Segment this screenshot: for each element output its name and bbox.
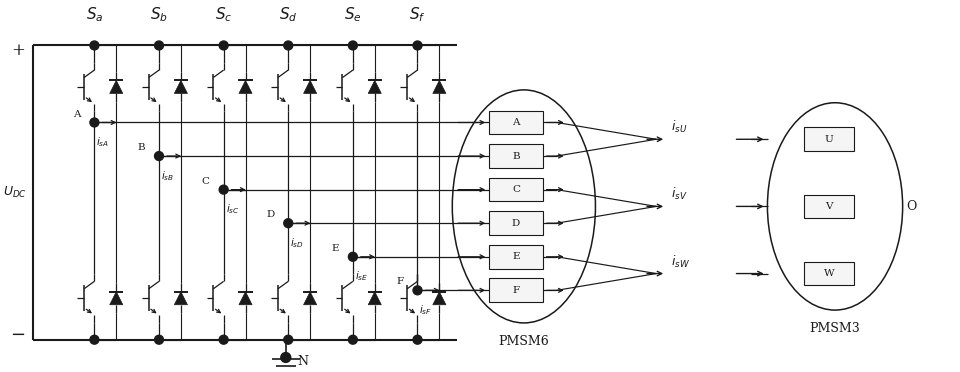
Polygon shape — [369, 80, 381, 93]
Text: D: D — [266, 210, 275, 219]
Polygon shape — [433, 80, 446, 93]
Text: $U_{DC}$: $U_{DC}$ — [3, 185, 27, 200]
Text: C: C — [512, 185, 520, 194]
Text: $S_c$: $S_c$ — [215, 5, 232, 24]
Circle shape — [155, 335, 163, 344]
Text: $i_{sW}$: $i_{sW}$ — [671, 253, 690, 270]
Text: $i_{sD}$: $i_{sD}$ — [290, 236, 304, 250]
Circle shape — [348, 252, 357, 261]
Circle shape — [219, 335, 228, 344]
Text: $i_{sA}$: $i_{sA}$ — [96, 135, 109, 149]
Text: N: N — [298, 355, 309, 368]
Circle shape — [284, 335, 293, 344]
Circle shape — [219, 41, 228, 50]
Text: E: E — [331, 244, 339, 253]
Circle shape — [348, 41, 357, 50]
Text: F: F — [513, 286, 519, 295]
Text: $i_{sB}$: $i_{sB}$ — [161, 169, 174, 183]
Circle shape — [155, 41, 163, 50]
Text: C: C — [202, 177, 209, 186]
Text: −: − — [11, 326, 25, 344]
Circle shape — [284, 219, 293, 228]
Text: $S_f$: $S_f$ — [409, 5, 426, 24]
Text: +: + — [11, 42, 25, 59]
Text: V: V — [826, 202, 833, 211]
Circle shape — [413, 335, 422, 344]
Text: $i_{sU}$: $i_{sU}$ — [671, 119, 687, 135]
FancyBboxPatch shape — [489, 178, 542, 202]
Circle shape — [281, 353, 291, 362]
Text: U: U — [825, 135, 833, 144]
Polygon shape — [109, 80, 123, 93]
FancyBboxPatch shape — [489, 110, 542, 134]
Text: PMSM6: PMSM6 — [498, 335, 549, 348]
Polygon shape — [175, 80, 187, 93]
Polygon shape — [239, 292, 252, 305]
Circle shape — [348, 335, 357, 344]
Circle shape — [413, 41, 422, 50]
Polygon shape — [175, 292, 187, 305]
Circle shape — [155, 152, 163, 160]
Polygon shape — [239, 80, 252, 93]
Text: A: A — [73, 109, 81, 119]
Polygon shape — [109, 292, 123, 305]
Text: $i_{sE}$: $i_{sE}$ — [355, 270, 368, 283]
Text: F: F — [396, 278, 403, 286]
Text: E: E — [513, 252, 519, 261]
Text: B: B — [137, 143, 145, 152]
Polygon shape — [303, 292, 317, 305]
Text: $S_b$: $S_b$ — [150, 5, 168, 24]
Text: $S_a$: $S_a$ — [85, 5, 103, 24]
Text: $i_{sV}$: $i_{sV}$ — [671, 186, 687, 202]
Polygon shape — [303, 80, 317, 93]
Circle shape — [284, 41, 293, 50]
Text: $i_{sF}$: $i_{sF}$ — [420, 303, 432, 317]
Text: PMSM3: PMSM3 — [809, 322, 860, 335]
Text: D: D — [512, 219, 520, 228]
Text: $i_{sC}$: $i_{sC}$ — [226, 202, 239, 216]
Circle shape — [413, 286, 422, 295]
FancyBboxPatch shape — [489, 279, 542, 302]
Text: $S_e$: $S_e$ — [344, 5, 362, 24]
Text: O: O — [906, 200, 917, 213]
Circle shape — [90, 41, 99, 50]
FancyBboxPatch shape — [489, 144, 542, 168]
Circle shape — [90, 335, 99, 344]
FancyBboxPatch shape — [804, 128, 854, 151]
Circle shape — [219, 185, 228, 194]
Text: $S_d$: $S_d$ — [279, 5, 298, 24]
Circle shape — [90, 118, 99, 127]
FancyBboxPatch shape — [489, 211, 542, 235]
FancyBboxPatch shape — [804, 195, 854, 218]
Text: A: A — [513, 118, 519, 127]
Polygon shape — [433, 292, 446, 305]
FancyBboxPatch shape — [804, 262, 854, 285]
FancyBboxPatch shape — [489, 245, 542, 269]
Text: B: B — [512, 151, 519, 161]
Text: W: W — [824, 269, 834, 278]
Polygon shape — [369, 292, 381, 305]
